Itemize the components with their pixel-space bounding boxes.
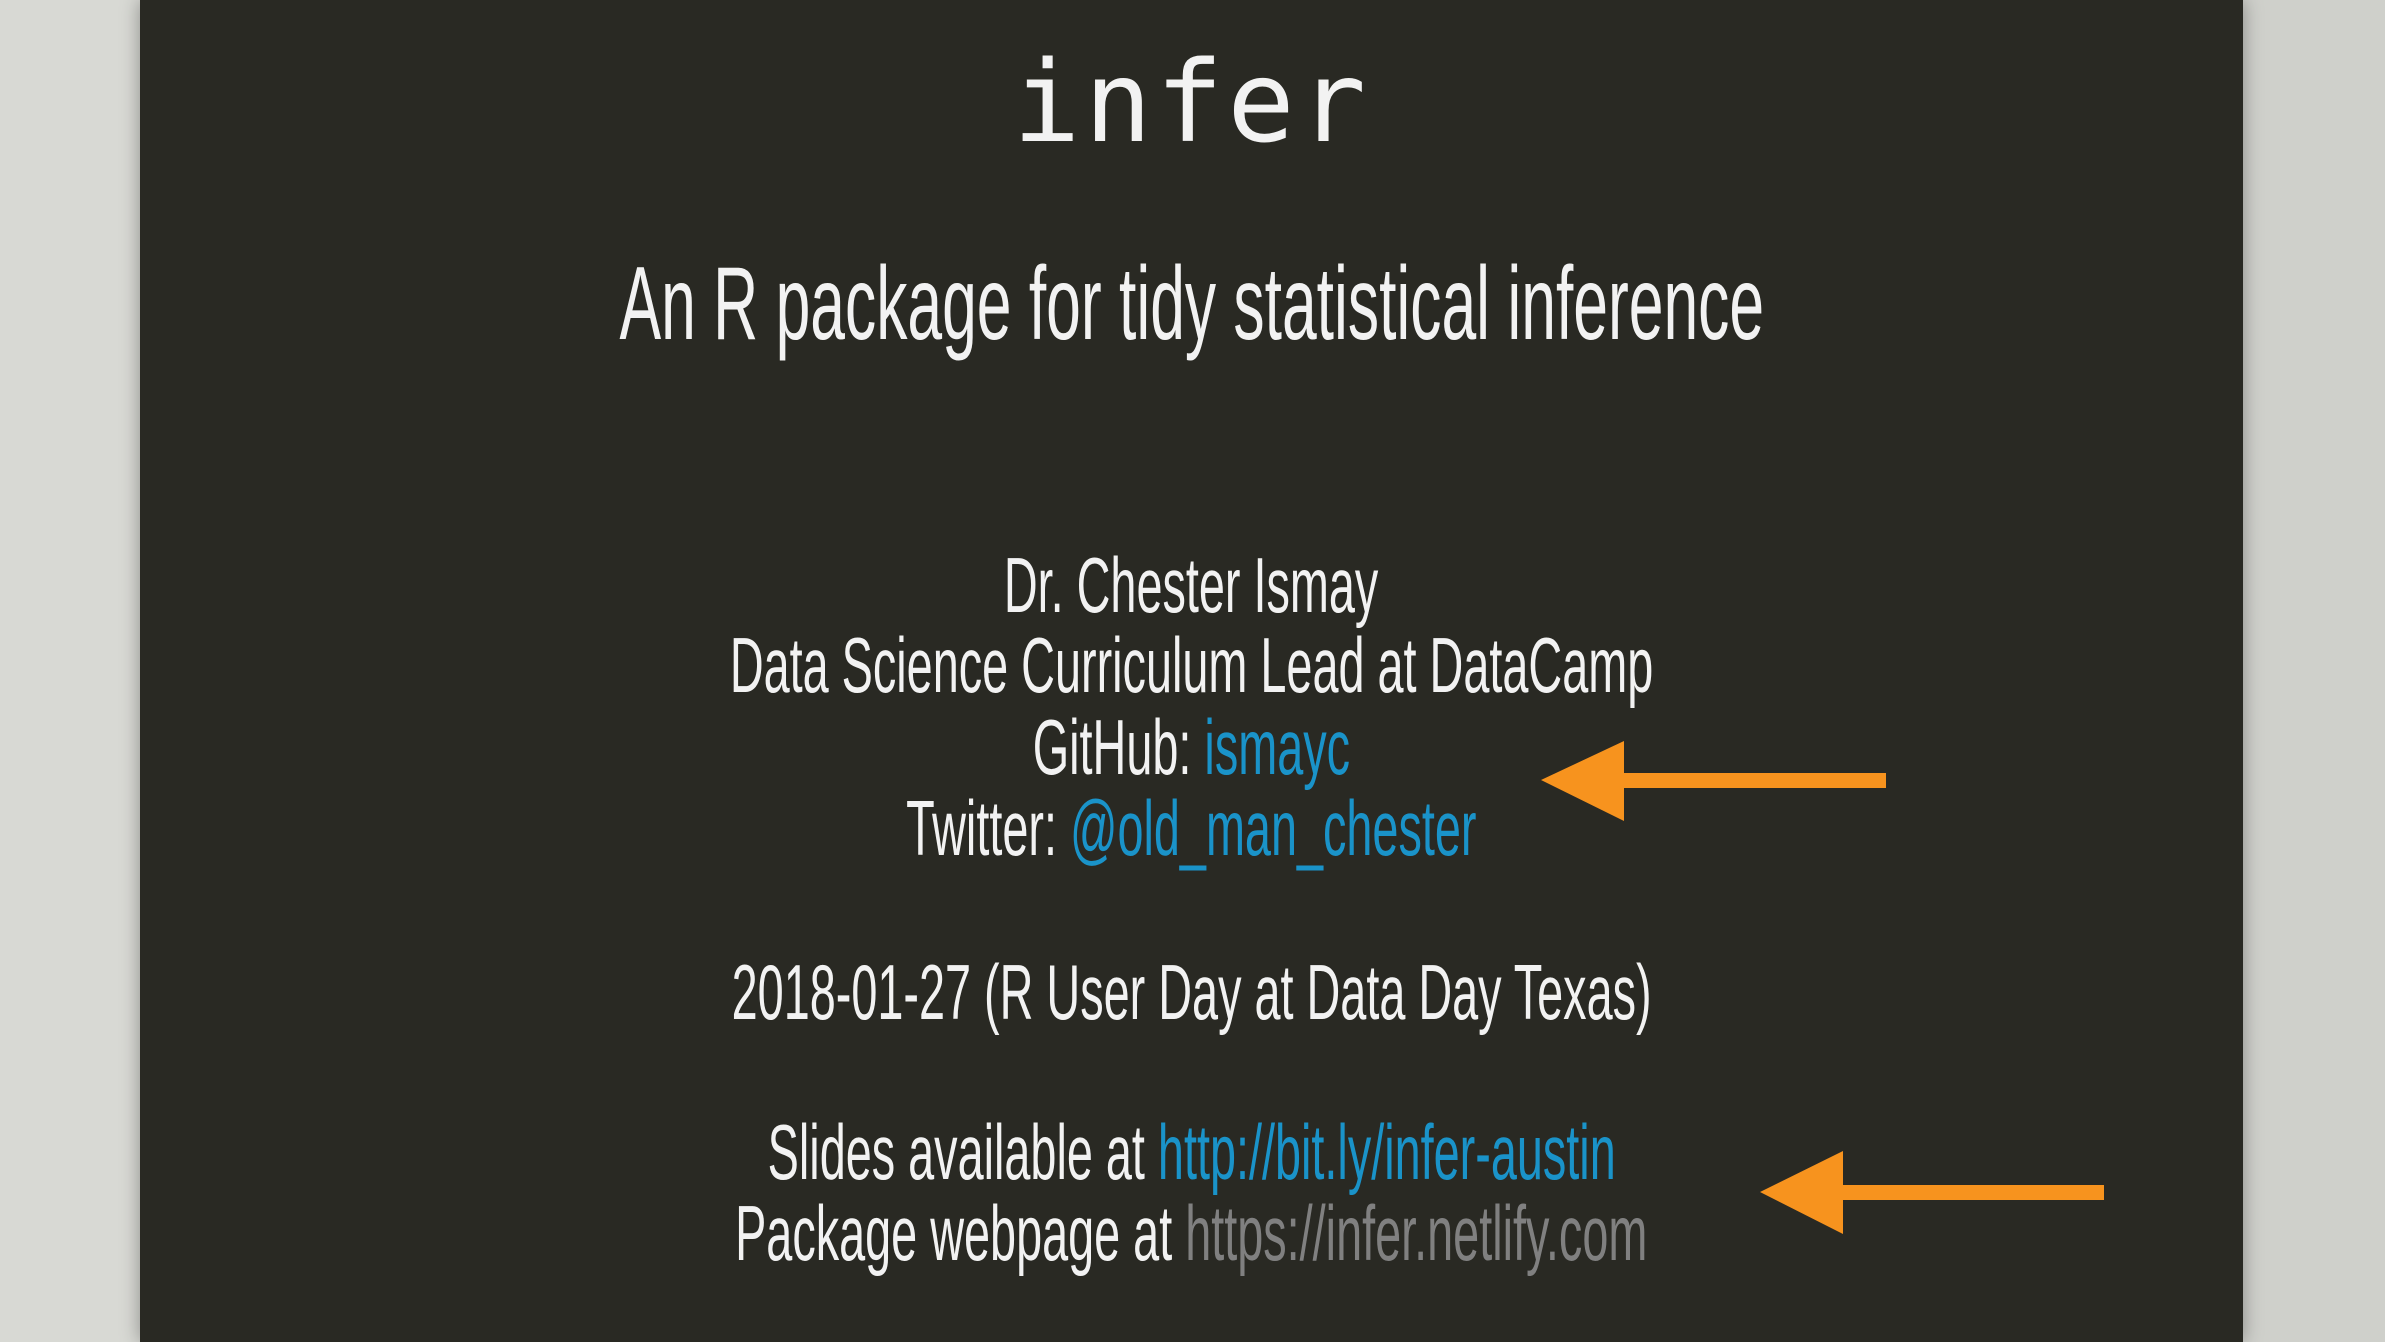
webpage-line: Package webpage at https://infer.netlify… <box>140 1188 2243 1279</box>
slide-title: infer <box>1012 38 1371 168</box>
twitter-label: Twitter: <box>906 784 1058 872</box>
date-text: 2018-01-27 (R User Day at Data Day Texas… <box>731 948 1652 1036</box>
slides-link[interactable]: http://bit.ly/infer-austin <box>1157 1108 1616 1196</box>
arrow-left-icon <box>1760 1151 2104 1234</box>
slide-subtitle: An R package for tidy statistical infere… <box>140 245 2243 364</box>
author-name-text: Dr. Chester Ismay <box>1004 541 1379 629</box>
author-role-text: Data Science Curriculum Lead at DataCamp <box>729 621 1654 709</box>
webpage-label: Package webpage at <box>735 1189 1173 1277</box>
window-edge <box>2243 0 2385 1342</box>
slides-line: Slides available at http://bit.ly/infer-… <box>140 1107 2243 1198</box>
arrow-head <box>1760 1151 1843 1234</box>
arrow-left-icon <box>1541 741 1886 821</box>
github-link[interactable]: ismayc <box>1204 703 1351 791</box>
twitter-line: Twitter: @old_man_chester <box>140 783 2243 874</box>
arrow-shaft <box>1620 773 1886 788</box>
date-line: 2018-01-27 (R User Day at Data Day Texas… <box>140 947 2243 1038</box>
github-line: GitHub: ismayc <box>140 702 2243 793</box>
arrow-head <box>1541 741 1624 821</box>
webpage-link[interactable]: https://infer.netlify.com <box>1185 1189 1648 1277</box>
twitter-link[interactable]: @old_man_chester <box>1070 784 1477 872</box>
author-name: Dr. Chester Ismay <box>140 540 2243 631</box>
author-role: Data Science Curriculum Lead at DataCamp <box>140 620 2243 711</box>
github-label: GitHub: <box>1032 703 1192 791</box>
presentation-slide: infer An R package for tidy statistical … <box>140 0 2243 1342</box>
slides-label: Slides available at <box>767 1108 1145 1196</box>
arrow-shaft <box>1839 1185 2104 1200</box>
subtitle-text: An R package for tidy statistical infere… <box>619 246 1764 362</box>
